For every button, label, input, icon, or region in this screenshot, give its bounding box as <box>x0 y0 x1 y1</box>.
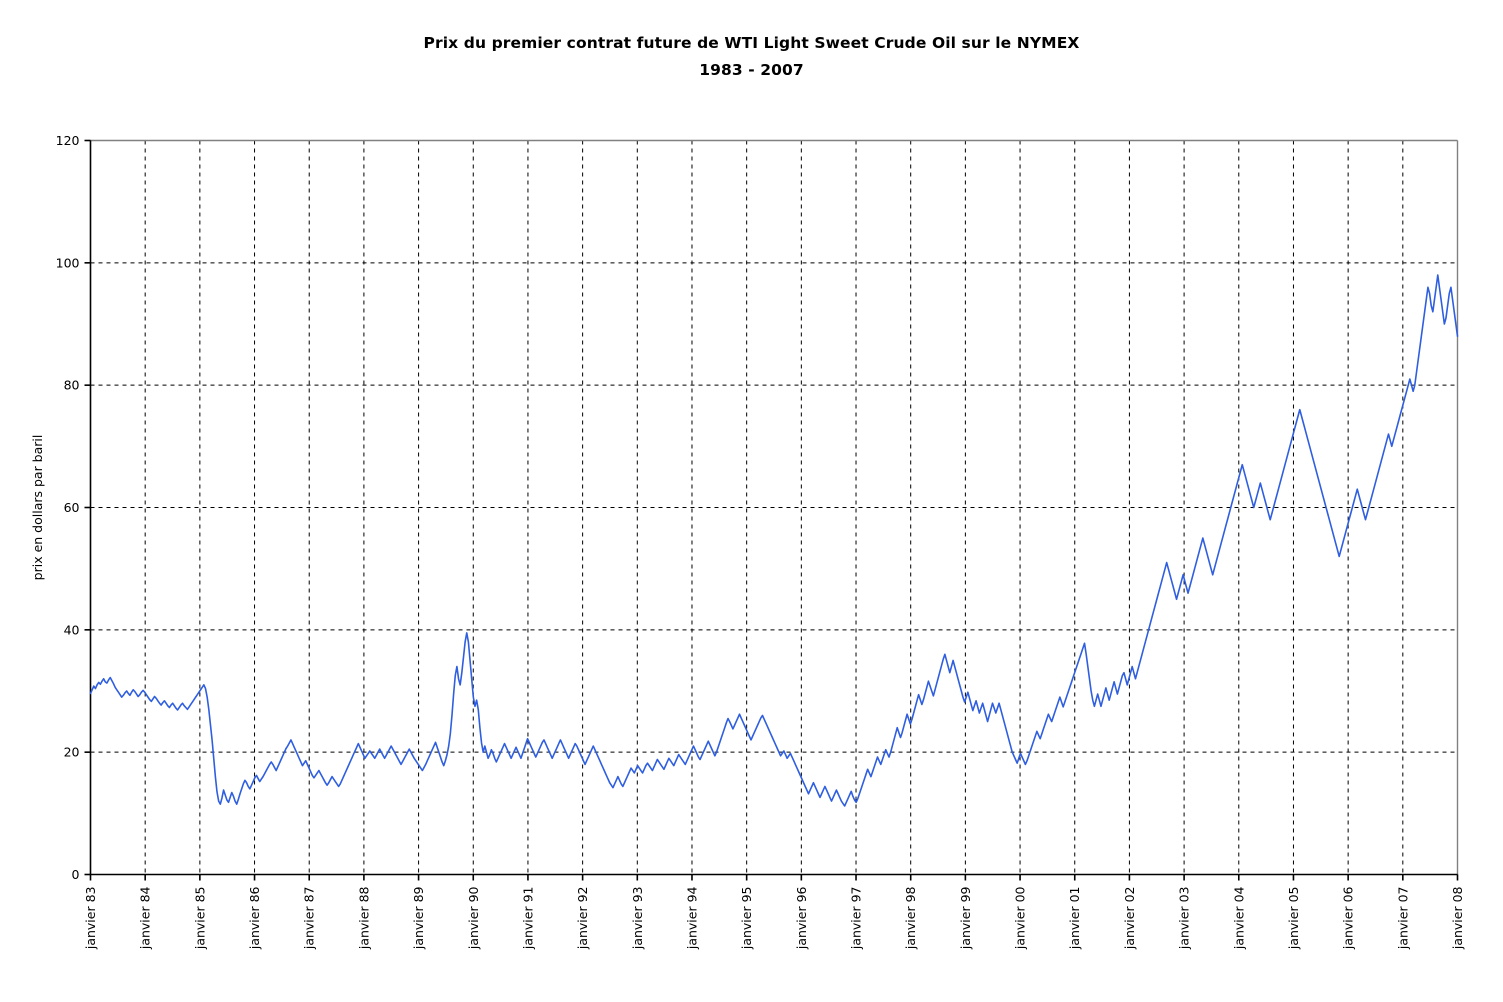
x-tick-label: janvier 85 <box>192 887 207 951</box>
x-axis-tick-labels: janvier 83 janvier 84 janvier 85 janvier 86… <box>83 886 1465 950</box>
x-tick-label: janvier 92 <box>575 887 590 951</box>
gridlines <box>90 140 1458 875</box>
x-tick-label: janvier 89 <box>411 886 426 950</box>
x-tick-label: janvier 90 <box>466 886 481 950</box>
y-tick-label: 0 <box>72 867 80 882</box>
x-tick-label: janvier 03 <box>1177 887 1192 951</box>
chart-title-line-1: Prix du premier contrat future de WTI Li… <box>423 34 1080 52</box>
chart-title: Prix du premier contrat future de WTI Li… <box>0 30 1503 84</box>
x-tick-label: janvier 93 <box>630 887 645 951</box>
y-tick-label: 60 <box>64 500 80 515</box>
x-tick-label: janvier 98 <box>903 886 918 950</box>
x-tick-label: janvier 99 <box>958 886 973 950</box>
x-tick-label: janvier 05 <box>1286 887 1301 951</box>
y-tick-label: 20 <box>64 745 80 760</box>
y-tick-label: 40 <box>64 622 80 637</box>
y-tick-label: 120 <box>56 133 80 148</box>
x-tick-label: janvier 01 <box>1067 887 1082 951</box>
x-tick-label: janvier 08 <box>1450 886 1465 950</box>
price-line-series <box>89 274 1459 807</box>
x-tick-label: janvier 84 <box>138 886 153 950</box>
x-tick-label: janvier 94 <box>684 886 699 950</box>
y-axis-title-text: prix en dollars par baril <box>30 435 45 581</box>
x-tick-label: janvier 83 <box>83 887 98 951</box>
x-tick-label: janvier 97 <box>849 887 864 951</box>
y-tick-label: 100 <box>56 255 80 270</box>
price-line-path <box>89 274 1459 807</box>
x-tick-label: janvier 00 <box>1013 886 1028 950</box>
y-tick-label: 80 <box>64 378 80 393</box>
x-tick-label: janvier 91 <box>520 887 535 951</box>
x-tick-label: janvier 88 <box>356 886 371 950</box>
axis-ticks <box>84 139 1459 881</box>
x-tick-label: janvier 02 <box>1122 887 1137 951</box>
y-axis-tick-labels: 0 20 40 60 80 100 120 <box>56 133 80 882</box>
y-axis-title: prix en dollars par baril <box>30 435 45 581</box>
x-tick-label: janvier 06 <box>1341 886 1356 950</box>
x-tick-label: janvier 87 <box>302 887 317 951</box>
x-tick-label: janvier 96 <box>794 886 809 950</box>
x-tick-label: janvier 07 <box>1395 887 1410 951</box>
x-tick-label: janvier 95 <box>739 887 754 951</box>
x-tick-label: janvier 86 <box>247 886 262 950</box>
x-tick-label: janvier 04 <box>1231 886 1246 950</box>
chart-title-line-2: 1983 - 2007 <box>699 61 804 79</box>
